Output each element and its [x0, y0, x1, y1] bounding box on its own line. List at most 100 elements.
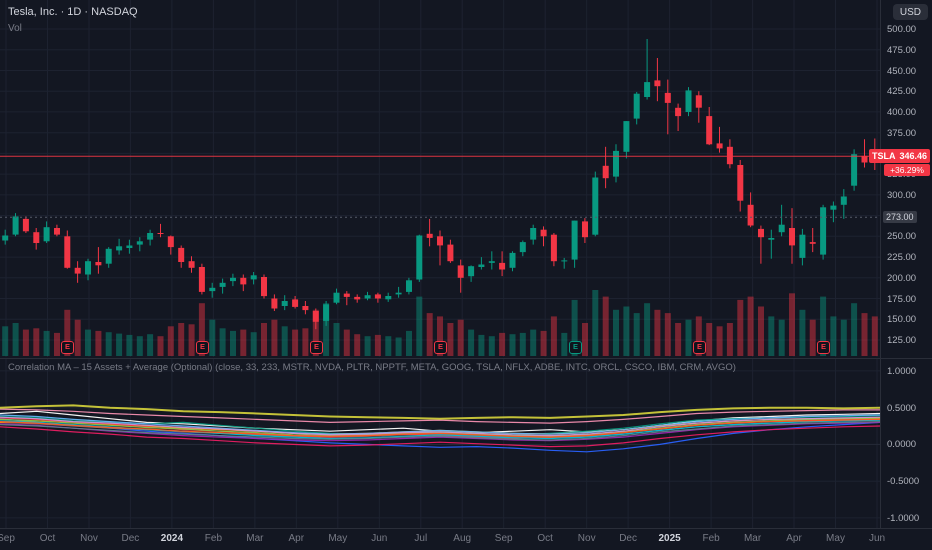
candle-body — [561, 260, 568, 262]
candle-body — [550, 234, 557, 262]
volume-bar — [323, 303, 330, 356]
time-axis-month-label: Dec — [619, 533, 637, 544]
candle-body — [758, 228, 764, 238]
correlation-line-CRM — [0, 418, 880, 438]
time-axis-month-label: Mar — [246, 533, 264, 544]
candle-body — [685, 90, 692, 112]
volume-indicator-label[interactable]: Vol — [8, 23, 22, 34]
price-pane[interactable]: Tesla, Inc. · 1D · NASDAQ Vol E E E E E E E — [0, 0, 880, 358]
time-axis-month-label: Dec — [121, 533, 140, 544]
volume-bar — [126, 334, 133, 356]
time-axis[interactable]: Sep Oct Nov Dec 2024 Feb Mar Apr May Jun Jul Aug Sep… — [0, 528, 932, 550]
volume-bar — [758, 306, 764, 356]
volume-bar — [737, 299, 744, 356]
correlation-line-Average — [0, 404, 880, 420]
candle-body — [582, 221, 588, 238]
indicator-legend[interactable]: Correlation MA – 15 Assets + Average (Op… — [8, 362, 736, 373]
correlation-line-TSLA — [0, 408, 880, 424]
time-axis-month-label: Sep — [0, 533, 15, 544]
price-axis-label: 450.00 — [887, 65, 917, 77]
volume-bar — [85, 329, 91, 356]
candle-body — [95, 262, 102, 266]
candle-body — [136, 241, 143, 245]
volume-bar — [695, 316, 702, 356]
time-axis-month-label: May — [826, 533, 845, 544]
volume-bar — [198, 303, 205, 356]
volume-bar — [178, 323, 185, 356]
volume-bar — [623, 306, 630, 356]
volume-bars — [2, 290, 878, 356]
candle-body — [488, 261, 495, 263]
earnings-icon[interactable]: E — [434, 341, 447, 354]
candle-body — [654, 80, 661, 87]
symbol-title[interactable]: Tesla, Inc. · 1D · NASDAQ — [8, 6, 138, 18]
price-axis-label: 300.00 — [887, 189, 917, 201]
candle-body — [240, 277, 247, 285]
volume-bar — [95, 330, 102, 356]
price-chart-canvas[interactable] — [0, 0, 880, 357]
candle-body — [861, 155, 868, 163]
volume-bar — [488, 336, 495, 356]
candle-body — [230, 277, 236, 282]
volume-bar — [240, 329, 247, 356]
candle-body — [633, 93, 640, 119]
candle-body — [426, 233, 433, 238]
volume-bar — [716, 326, 723, 356]
candle-body — [333, 292, 340, 303]
time-axis-month-label: Jul — [414, 533, 428, 544]
earnings-icon[interactable]: E — [310, 341, 323, 354]
volume-bar — [571, 299, 578, 356]
time-axis-month-label: Oct — [39, 533, 56, 544]
candle-body — [592, 177, 599, 235]
price-axis-label: 200.00 — [887, 272, 917, 284]
volume-bar — [354, 334, 361, 356]
candle-body — [768, 238, 775, 240]
volume-bar — [230, 330, 236, 356]
volume-bar — [416, 296, 423, 356]
candle-body — [623, 121, 630, 152]
volume-bar — [33, 328, 40, 356]
price-axis[interactable]: USD — [880, 0, 932, 528]
candle-body — [799, 234, 806, 258]
correlation-chart-canvas[interactable] — [0, 358, 880, 528]
time-axis-month-label: May — [328, 533, 348, 544]
volume-bar — [830, 316, 837, 356]
volume-bar — [871, 316, 878, 356]
grid — [0, 0, 880, 357]
candle-body — [250, 275, 257, 280]
volume-bar — [654, 309, 661, 356]
time-axis-year-label: 2024 — [160, 533, 184, 544]
price-axis-label: 175.00 — [887, 293, 917, 305]
volume-bar — [519, 332, 526, 356]
time-axis-month-label: Feb — [702, 533, 720, 544]
correlation-line-ORCL — [0, 414, 880, 435]
earnings-icon[interactable]: E — [569, 341, 582, 354]
volume-bar — [406, 330, 412, 356]
currency-button[interactable]: USD — [892, 4, 928, 20]
volume-bar — [261, 323, 267, 356]
volume-bar — [851, 303, 858, 356]
candle-body — [105, 248, 112, 264]
pane-divider[interactable] — [0, 358, 932, 359]
volume-bar — [509, 334, 516, 356]
volume-bar — [530, 329, 537, 356]
correlation-pane[interactable]: Correlation MA – 15 Assets + Average (Op… — [0, 358, 880, 528]
volume-bar — [333, 323, 340, 356]
time-axis-month-label: Oct — [537, 533, 553, 544]
candle-body — [385, 296, 392, 300]
earnings-icon[interactable]: E — [196, 341, 209, 354]
candle-body — [644, 82, 651, 97]
candle-body — [664, 92, 671, 103]
volume-bar — [157, 336, 164, 356]
earnings-icon[interactable]: E — [61, 341, 74, 354]
earnings-icon[interactable]: E — [693, 341, 706, 354]
candle-body — [726, 146, 733, 165]
price-level-tag[interactable]: 273.00 — [883, 211, 917, 223]
candle-body — [364, 295, 371, 299]
grid — [0, 358, 880, 528]
candle-body — [126, 245, 133, 248]
volume-bar — [209, 319, 216, 356]
candle-body — [188, 261, 195, 268]
earnings-icon[interactable]: E — [817, 341, 830, 354]
indicator-axis-label: 0.0000 — [887, 439, 917, 451]
